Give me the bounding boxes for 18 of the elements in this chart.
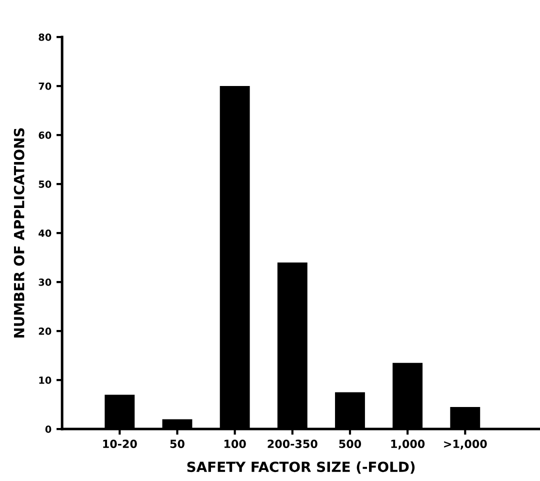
y-tick-label: 70 xyxy=(38,82,52,90)
y-tick-label: 60 xyxy=(38,132,52,139)
y-tick-label: 40 xyxy=(38,230,52,237)
y-tick-label: 0 xyxy=(45,426,52,433)
y-tick-label: 50 xyxy=(38,180,52,188)
y-axis-title: NUMBER OF APPLICATIONS xyxy=(14,128,24,338)
y-tick-label: 20 xyxy=(38,328,52,335)
x-axis-title: SAFETY FACTOR SIZE (-FOLD) xyxy=(187,461,415,474)
y-tick-label: 30 xyxy=(38,278,52,286)
x-tick-label: 10-20 xyxy=(103,440,137,448)
x-tick-label: 1,000 xyxy=(391,440,425,450)
x-tick-label: 500 xyxy=(339,440,362,448)
x-tick-label: 50 xyxy=(170,440,184,448)
x-tick-label: 100 xyxy=(224,440,246,448)
x-tick-label: >1,000 xyxy=(444,440,487,450)
x-tick-label: 200-350 xyxy=(268,440,318,448)
y-tick-label: 80 xyxy=(38,34,52,41)
y-tick-label: 10 xyxy=(39,376,52,384)
